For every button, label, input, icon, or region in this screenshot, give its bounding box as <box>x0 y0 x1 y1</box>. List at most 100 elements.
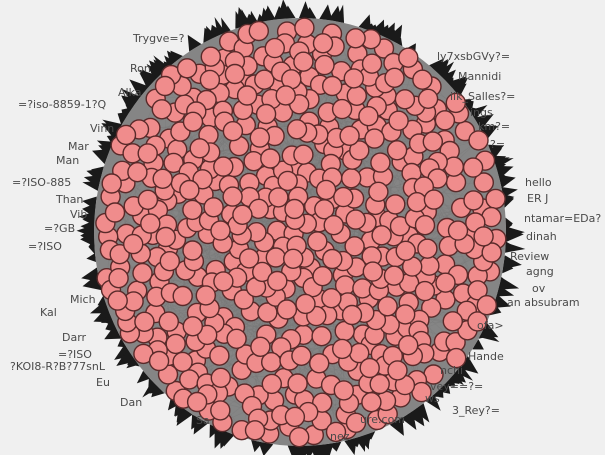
graph-node[interactable] <box>224 63 246 85</box>
graph-node[interactable] <box>284 198 305 220</box>
graph-node[interactable] <box>332 338 353 360</box>
graph-node[interactable] <box>463 190 484 211</box>
graph-node[interactable] <box>195 285 217 306</box>
graph-node[interactable] <box>108 268 129 289</box>
graph-node[interactable] <box>315 179 337 201</box>
graph-node[interactable] <box>386 140 408 161</box>
graph-node[interactable] <box>394 89 416 110</box>
graph-node[interactable] <box>341 168 362 189</box>
graph-node[interactable] <box>252 261 273 283</box>
graph-node[interactable] <box>182 111 204 133</box>
graph-node[interactable] <box>419 255 440 276</box>
graph-node[interactable] <box>127 161 148 183</box>
graph-node[interactable] <box>462 157 484 178</box>
graph-node[interactable] <box>406 191 428 213</box>
graph-node[interactable] <box>238 248 260 269</box>
graph-node[interactable] <box>309 353 330 374</box>
graph-node[interactable] <box>249 127 270 148</box>
graph-node[interactable] <box>468 130 489 151</box>
graph-node[interactable] <box>203 197 224 218</box>
graph-node[interactable] <box>243 150 264 172</box>
graph-node[interactable] <box>236 85 258 106</box>
graph-node[interactable] <box>264 37 285 59</box>
graph-node[interactable] <box>254 69 275 90</box>
graph-node[interactable] <box>473 172 494 193</box>
graph-node[interactable] <box>182 316 204 337</box>
graph-node[interactable] <box>276 299 298 320</box>
graph-node[interactable] <box>312 392 333 413</box>
graph-node[interactable] <box>159 251 181 272</box>
graph-node[interactable] <box>422 131 443 152</box>
graph-node[interactable] <box>384 67 405 89</box>
graph-node[interactable] <box>442 311 463 332</box>
graph-node[interactable] <box>417 238 438 259</box>
graph-node[interactable] <box>104 202 126 223</box>
graph-node[interactable] <box>286 119 308 140</box>
graph-node[interactable] <box>361 53 383 74</box>
graph-node[interactable] <box>481 242 502 263</box>
graph-node[interactable] <box>137 143 158 164</box>
graph-node[interactable] <box>210 400 231 421</box>
graph-node[interactable] <box>314 54 335 76</box>
graph-node[interactable] <box>137 189 159 211</box>
graph-node[interactable] <box>152 168 173 190</box>
graph-node[interactable] <box>341 304 363 326</box>
graph-node[interactable] <box>369 373 390 395</box>
graph-node[interactable] <box>467 280 488 301</box>
graph-node[interactable] <box>210 367 232 388</box>
graph-node[interactable] <box>268 187 289 208</box>
graph-node[interactable] <box>321 288 342 309</box>
graph-node[interactable] <box>447 220 469 241</box>
graph-node[interactable] <box>412 69 433 90</box>
graph-node[interactable] <box>165 333 186 355</box>
graph-node[interactable] <box>467 311 488 332</box>
graph-node[interactable] <box>255 103 277 125</box>
graph-node[interactable] <box>385 194 406 215</box>
graph-node[interactable] <box>476 295 497 316</box>
graph-node[interactable] <box>345 209 366 230</box>
graph-node[interactable] <box>283 248 304 269</box>
graph-node[interactable] <box>226 328 247 349</box>
graph-node[interactable] <box>291 345 312 366</box>
graph-node[interactable] <box>364 128 385 149</box>
graph-node[interactable] <box>359 357 380 379</box>
graph-node[interactable] <box>199 69 221 91</box>
graph-node[interactable] <box>210 220 231 241</box>
graph-node[interactable] <box>275 85 296 106</box>
graph-node[interactable] <box>295 293 316 315</box>
graph-node[interactable] <box>312 266 333 287</box>
graph-node[interactable] <box>294 17 315 38</box>
graph-node[interactable] <box>172 351 193 373</box>
graph-node[interactable] <box>307 231 328 252</box>
graph-node[interactable] <box>267 270 288 292</box>
graph-node[interactable] <box>182 240 203 261</box>
graph-node[interactable] <box>250 336 271 357</box>
graph-node[interactable] <box>222 120 244 142</box>
graph-node[interactable] <box>186 391 208 413</box>
graph-node[interactable] <box>261 373 282 395</box>
graph-node[interactable] <box>260 148 281 169</box>
graph-node[interactable] <box>370 152 391 173</box>
graph-node[interactable] <box>473 226 494 247</box>
graph-node[interactable] <box>388 110 409 131</box>
graph-node[interactable] <box>277 170 298 192</box>
graph-node[interactable] <box>377 296 398 317</box>
graph-node[interactable] <box>172 285 193 307</box>
graph-node[interactable] <box>434 110 456 131</box>
graph-node[interactable] <box>417 88 439 110</box>
graph-node[interactable] <box>192 169 213 190</box>
graph-node[interactable] <box>115 124 137 146</box>
graph-node[interactable] <box>387 360 408 381</box>
graph-node[interactable] <box>445 92 466 114</box>
graph-node[interactable] <box>414 280 436 302</box>
graph-node[interactable] <box>322 248 343 270</box>
graph-node[interactable] <box>107 290 128 311</box>
graph-node[interactable] <box>179 179 200 201</box>
graph-node[interactable] <box>155 226 176 248</box>
graph-node[interactable] <box>233 289 255 310</box>
graph-node[interactable] <box>361 392 382 413</box>
graph-node[interactable] <box>109 243 130 265</box>
graph-node[interactable] <box>257 302 278 323</box>
graph-node[interactable] <box>293 51 314 72</box>
graph-node[interactable] <box>362 261 383 282</box>
